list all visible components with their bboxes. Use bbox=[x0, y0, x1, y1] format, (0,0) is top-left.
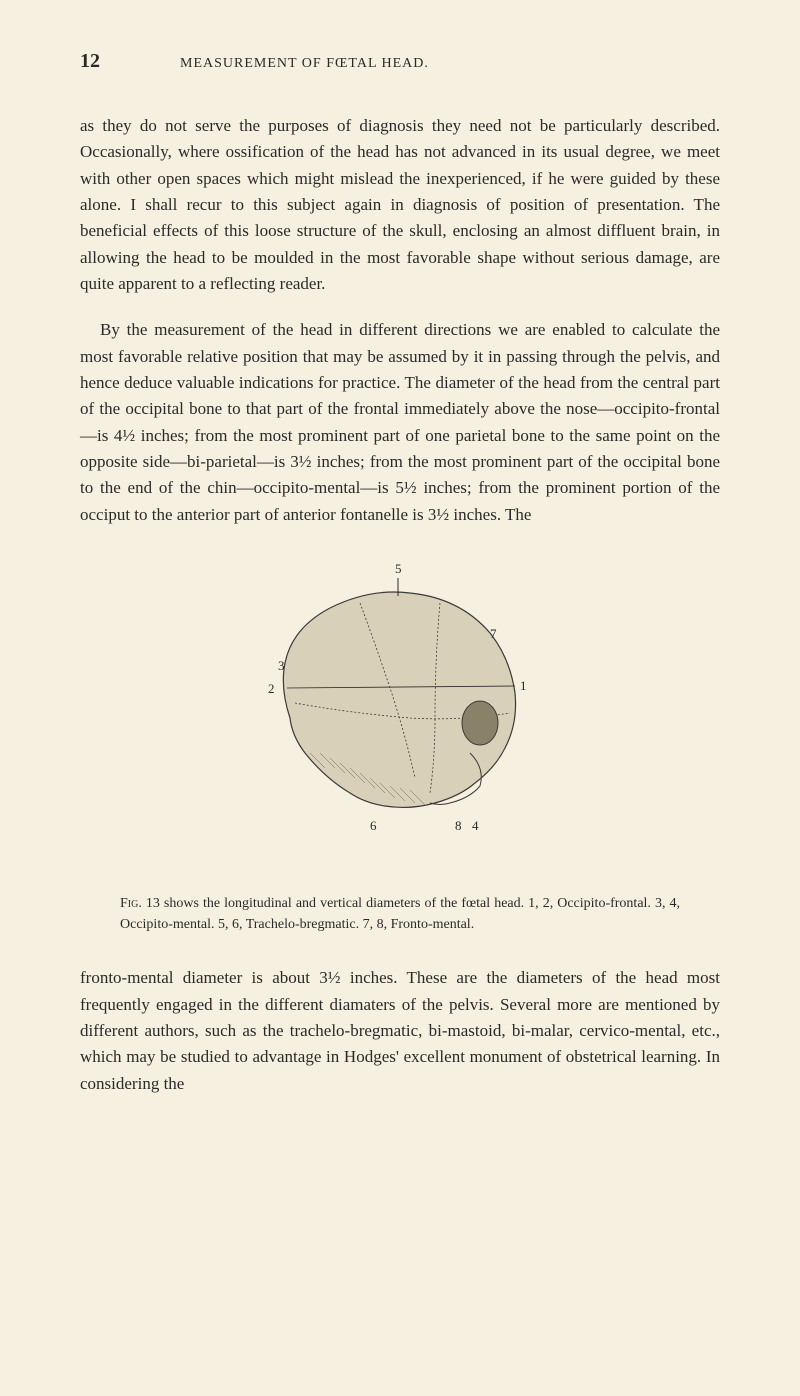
figure-label-5: 5 bbox=[395, 561, 402, 576]
figure-label-8: 8 bbox=[455, 818, 462, 833]
figure-caption-text: shows the longitudinal and vertical diam… bbox=[120, 896, 680, 932]
paragraph-2: By the measurement of the head in differ… bbox=[80, 317, 720, 528]
chapter-title: MEASUREMENT OF FŒTAL HEAD. bbox=[180, 56, 429, 72]
figure-caption: Fig. 13 shows the longitudinal and verti… bbox=[120, 893, 680, 935]
figure-label-4: 4 bbox=[472, 818, 479, 833]
paragraph-1: as they do not serve the purposes of dia… bbox=[80, 113, 720, 297]
figure-label-7: 7 bbox=[490, 626, 497, 641]
eye-socket bbox=[462, 701, 498, 745]
figure-container: 1 2 3 4 5 6 7 8 bbox=[80, 558, 720, 863]
skull-figure: 1 2 3 4 5 6 7 8 bbox=[210, 558, 590, 858]
page-number: 12 bbox=[80, 50, 100, 73]
figure-label-6: 6 bbox=[370, 818, 377, 833]
paragraph-3: fronto-mental diameter is about 3½ inche… bbox=[80, 965, 720, 1097]
page-container: 12 MEASUREMENT OF FŒTAL HEAD. as they do… bbox=[0, 0, 800, 1396]
page-header: 12 MEASUREMENT OF FŒTAL HEAD. bbox=[80, 50, 720, 73]
figure-caption-label: Fig. 13 bbox=[120, 896, 160, 911]
figure-label-2: 2 bbox=[268, 681, 275, 696]
figure-label-1: 1 bbox=[520, 678, 527, 693]
figure-label-3: 3 bbox=[278, 658, 285, 673]
